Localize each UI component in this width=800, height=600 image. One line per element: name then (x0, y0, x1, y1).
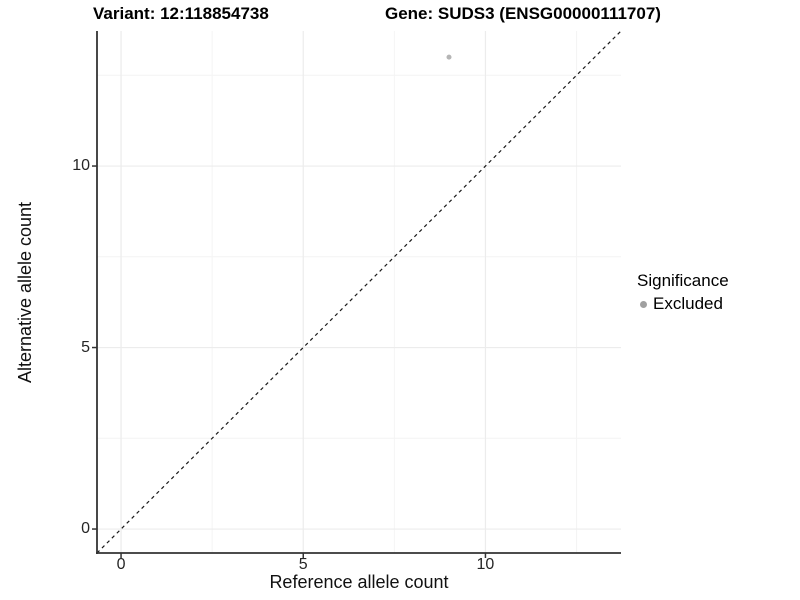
legend-item-excluded: Excluded (637, 294, 729, 314)
legend: Significance Excluded (637, 271, 729, 314)
y-axis-title: Alternative allele count (12, 31, 40, 553)
x-axis-title: Reference allele count (269, 572, 449, 592)
y-axis-title-text: Alternative allele count (15, 201, 36, 383)
plot-title-variant: Variant: 12:118854738 (93, 4, 269, 23)
legend-point-icon (640, 300, 647, 308)
legend-title: Significance (637, 271, 729, 290)
data-point (446, 54, 452, 60)
identity-dashed-line (96, 30, 622, 554)
plot-title-gene: Gene: SUDS3 (ENSG00000111707) (385, 4, 661, 23)
legend-item-label: Excluded (653, 294, 723, 313)
